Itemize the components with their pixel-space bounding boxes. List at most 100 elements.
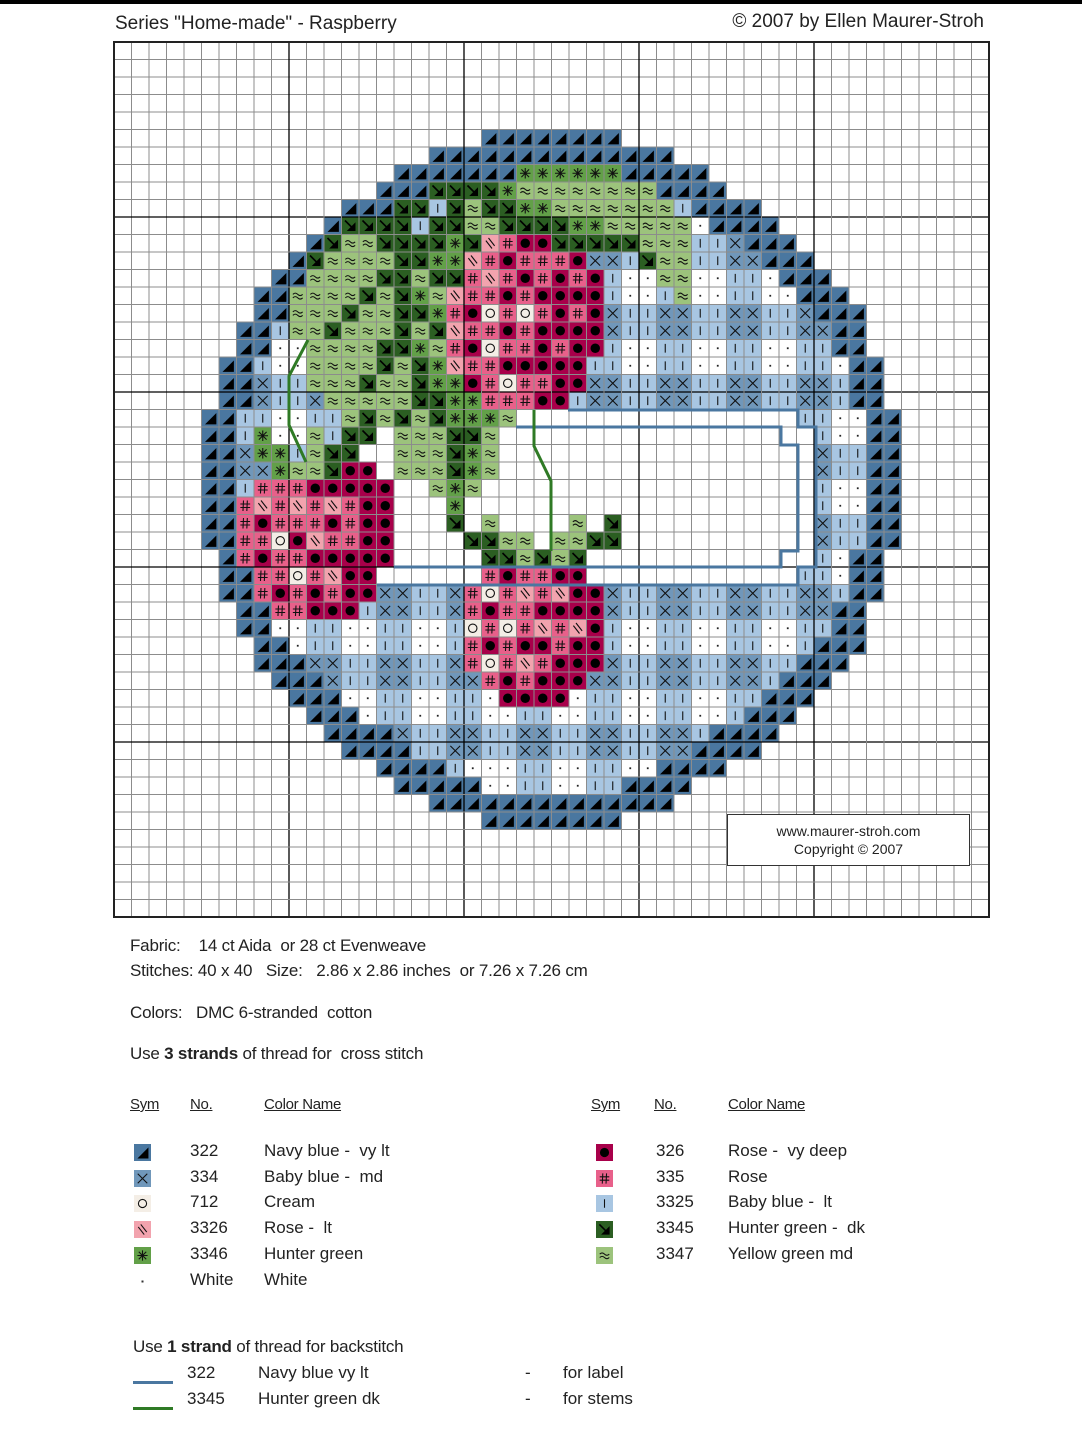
stitch-White xyxy=(849,479,867,497)
legend-number: 334 xyxy=(190,1166,219,1186)
stitch-322 xyxy=(534,147,552,165)
legend-color-name: Rose xyxy=(728,1166,768,1186)
stitch-3325 xyxy=(674,637,692,655)
stitch-3325 xyxy=(831,444,849,462)
stitch-White xyxy=(779,357,797,375)
legend-color-name: Navy blue - vy lt xyxy=(264,1141,390,1160)
stitch-White xyxy=(429,619,447,637)
stitch-3345 xyxy=(324,322,342,340)
stitch-334 xyxy=(796,392,814,410)
stitch-322 xyxy=(429,777,447,795)
stitch-326 xyxy=(254,549,272,567)
stitch-322 xyxy=(324,707,342,725)
stitch-334 xyxy=(604,374,622,392)
stitch-3325 xyxy=(481,724,499,742)
stitch-326 xyxy=(516,357,534,375)
stitch-3326 xyxy=(569,619,587,637)
stitch-326 xyxy=(341,584,359,602)
stitch-3325 xyxy=(779,584,797,602)
stitch-3346 xyxy=(534,164,552,182)
stitch-White xyxy=(341,619,359,637)
stitch-3325 xyxy=(376,689,394,707)
stitch-334 xyxy=(394,672,412,690)
stitch-322 xyxy=(849,584,867,602)
stitch-322 xyxy=(849,304,867,322)
legend-number: 712 xyxy=(190,1192,219,1212)
stitch-335 xyxy=(464,269,482,287)
backstitch-stem-left xyxy=(287,339,310,463)
stitch-3346 xyxy=(429,252,447,270)
stitch-3347 xyxy=(394,462,412,480)
stitch-3325 xyxy=(674,199,692,217)
stitch-White xyxy=(831,357,849,375)
stitch-326 xyxy=(306,549,324,567)
stitch-334 xyxy=(604,322,622,340)
stitch-3325 xyxy=(359,654,377,672)
stitch-334 xyxy=(604,654,622,672)
stitch-335 xyxy=(481,374,499,392)
stitch-335 xyxy=(306,514,324,532)
stitch-White xyxy=(341,689,359,707)
legend-number: 3345 xyxy=(656,1218,694,1238)
stitch-334 xyxy=(656,742,674,760)
stitch-335 xyxy=(551,619,569,637)
stitch-326 xyxy=(376,514,394,532)
stitch-3347 xyxy=(341,234,359,252)
stitch-322 xyxy=(394,777,412,795)
stitch-3347 xyxy=(516,549,534,567)
stitch-322 xyxy=(639,777,657,795)
stitch-3325 xyxy=(604,287,622,305)
stitch-3325 xyxy=(639,304,657,322)
stitch-326 xyxy=(534,689,552,707)
stitch-322 xyxy=(866,479,884,497)
stitch-3325 xyxy=(796,637,814,655)
stitch-335 xyxy=(481,392,499,410)
stitch-322 xyxy=(254,619,272,637)
stitch-322 xyxy=(779,234,797,252)
stitch-712 xyxy=(499,619,517,637)
stitch-3325 xyxy=(551,742,569,760)
stitch-322 xyxy=(271,287,289,305)
stitch-326 xyxy=(306,479,324,497)
stitch-3325 xyxy=(849,444,867,462)
stitch-3347 xyxy=(674,252,692,270)
stitch-White xyxy=(639,357,657,375)
backstitch-line-swatch xyxy=(133,1381,173,1384)
stitch-326 xyxy=(569,357,587,375)
stitch-3325 xyxy=(306,409,324,427)
stitch-3347 xyxy=(516,532,534,550)
stitch-326 xyxy=(481,637,499,655)
stitch-322 xyxy=(236,357,254,375)
stitch-3325 xyxy=(831,514,849,532)
stitch-3325 xyxy=(814,339,832,357)
stitch-3345 xyxy=(569,234,587,252)
stitch-3325 xyxy=(604,269,622,287)
stitch-3345 xyxy=(499,217,517,235)
stitch-3325 xyxy=(656,637,674,655)
stitch-322 xyxy=(814,269,832,287)
stitch-322 xyxy=(779,269,797,287)
stitch-335 xyxy=(569,304,587,322)
stitch-White xyxy=(691,637,709,655)
stitch-334 xyxy=(534,742,552,760)
stitch-334 xyxy=(814,392,832,410)
stitch-334 xyxy=(726,374,744,392)
stitch-335 xyxy=(499,654,517,672)
stitch-322 xyxy=(831,654,849,672)
stitch-3345 xyxy=(429,392,447,410)
stitch-3325 xyxy=(709,322,727,340)
stitch-322 xyxy=(639,794,657,812)
stitch-3325 xyxy=(621,304,639,322)
stitch-322 xyxy=(271,637,289,655)
swatch-double-slash-icon xyxy=(134,1221,151,1239)
stitch-3325 xyxy=(604,707,622,725)
stitch-3345 xyxy=(411,199,429,217)
stitch-White xyxy=(709,619,727,637)
stitch-3325 xyxy=(289,444,307,462)
stitch-3325 xyxy=(709,392,727,410)
stitch-322 xyxy=(761,724,779,742)
stitch-White xyxy=(709,707,727,725)
top-border xyxy=(0,0,1082,4)
stitch-322 xyxy=(866,427,884,445)
stitch-322 xyxy=(341,199,359,217)
